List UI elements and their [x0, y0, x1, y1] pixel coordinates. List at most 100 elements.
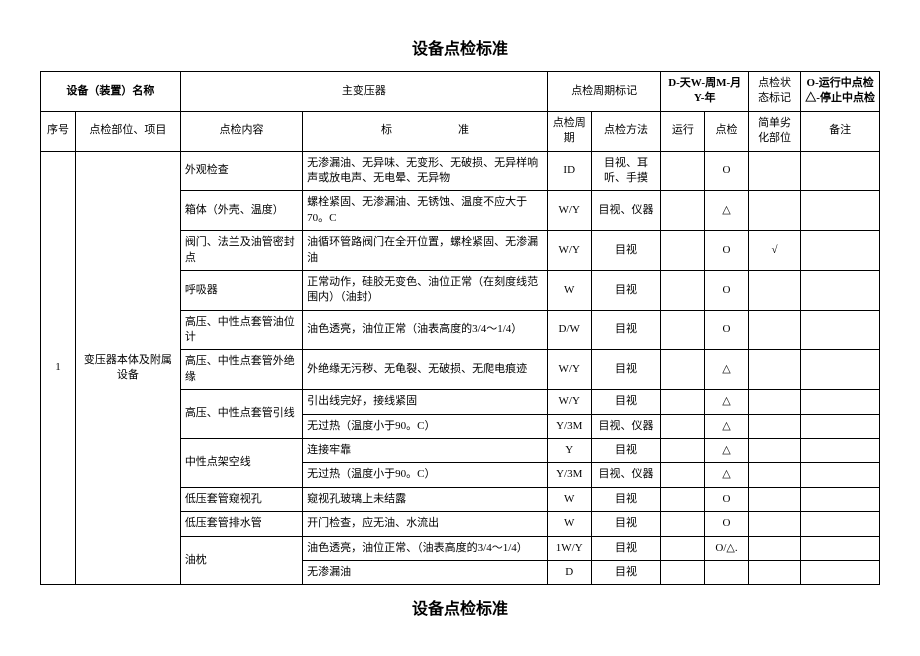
- hdr-device-name-value: 主变压器: [180, 72, 547, 112]
- cell-cycle: D: [547, 560, 591, 584]
- cell-cycle: W/Y: [547, 390, 591, 414]
- cell-remark: [801, 231, 880, 271]
- hdr-cycle-value: D-天W-周M-月Y-年: [661, 72, 748, 112]
- cell-run: [661, 191, 705, 231]
- col-cycle: 点检周期: [547, 111, 591, 151]
- cell-standard: 无渗漏油: [303, 560, 548, 584]
- cell-standard: 引出线完好，接线紧固: [303, 390, 548, 414]
- cell-run: [661, 390, 705, 414]
- cell-cycle: W: [547, 487, 591, 511]
- cell-remark: [801, 463, 880, 487]
- cell-standard: 无过热（温度小于90。C）: [303, 414, 548, 438]
- cell-content: 油枕: [180, 536, 302, 585]
- cell-run: [661, 310, 705, 350]
- cell-remark: [801, 191, 880, 231]
- cell-check: O: [705, 231, 749, 271]
- cell-standard: 连接牢靠: [303, 439, 548, 463]
- cell-check: △: [705, 390, 749, 414]
- cell-method: 目视: [591, 350, 661, 390]
- cell-method: 目视: [591, 487, 661, 511]
- cell-content: 高压、中性点套管引线: [180, 390, 302, 439]
- cell-standard: 螺栓紧固、无渗漏油、无锈蚀、温度不应大于70。C: [303, 191, 548, 231]
- cell-check: △: [705, 463, 749, 487]
- cell-part: 变压器本体及附属设备: [75, 151, 180, 585]
- footer-title: 设备点检标准: [40, 595, 880, 619]
- cell-run: [661, 439, 705, 463]
- cell-method: 目视: [591, 310, 661, 350]
- cell-method: 目视: [591, 231, 661, 271]
- col-check: 点检: [705, 111, 749, 151]
- cell-remark: [801, 536, 880, 560]
- cell-cycle: 1W/Y: [547, 536, 591, 560]
- cell-run: [661, 151, 705, 191]
- table-row: 1变压器本体及附属设备外观检查无渗漏油、无异味、无变形、无破损、无异样响声或放电…: [41, 151, 880, 191]
- cell-method: 目视: [591, 560, 661, 584]
- cell-check: O: [705, 512, 749, 536]
- cell-standard: 油色透亮，油位正常、（油表高度的3/4～1/4）: [303, 536, 548, 560]
- col-part: 点检部位、项目: [75, 111, 180, 151]
- cell-remark: [801, 512, 880, 536]
- cell-standard: 油色透亮，油位正常（油表高度的3/4～1/4）: [303, 310, 548, 350]
- col-method: 点检方法: [591, 111, 661, 151]
- cell-check: △: [705, 191, 749, 231]
- cell-run: [661, 487, 705, 511]
- cell-content: 箱体（外壳、温度）: [180, 191, 302, 231]
- cell-standard: 油循环管路阀门在全开位置，螺栓紧固、无渗漏油: [303, 231, 548, 271]
- cell-run: [661, 536, 705, 560]
- hdr-cycle-label: 点检周期标记: [547, 72, 661, 112]
- cell-content: 中性点架空线: [180, 439, 302, 488]
- cell-content: 低压套管窥视孔: [180, 487, 302, 511]
- cell-simple: [748, 512, 800, 536]
- col-standard: 标 准: [303, 111, 548, 151]
- cell-standard: 无渗漏油、无异味、无变形、无破损、无异样响声或放电声、无电晕、无异物: [303, 151, 548, 191]
- cell-simple: [748, 390, 800, 414]
- cell-run: [661, 414, 705, 438]
- cell-cycle: Y/3M: [547, 414, 591, 438]
- cell-check: △: [705, 439, 749, 463]
- cell-seq: 1: [41, 151, 76, 585]
- cell-simple: [748, 151, 800, 191]
- cell-content: 高压、中性点套管油位计: [180, 310, 302, 350]
- cell-run: [661, 350, 705, 390]
- cell-simple: [748, 487, 800, 511]
- cell-remark: [801, 151, 880, 191]
- cell-content: 呼吸器: [180, 270, 302, 310]
- cell-cycle: D/W: [547, 310, 591, 350]
- cell-content: 阀门、法兰及油管密封点: [180, 231, 302, 271]
- cell-simple: [748, 310, 800, 350]
- cell-method: 目视、耳听、手摸: [591, 151, 661, 191]
- cell-remark: [801, 414, 880, 438]
- cell-cycle: W: [547, 270, 591, 310]
- cell-cycle: W/Y: [547, 231, 591, 271]
- cell-remark: [801, 270, 880, 310]
- cell-simple: [748, 270, 800, 310]
- cell-simple: [748, 560, 800, 584]
- cell-check: △: [705, 414, 749, 438]
- cell-standard: 开门检查，应无油、水流出: [303, 512, 548, 536]
- hdr-status-label: 点检状态标记: [748, 72, 800, 112]
- col-simple: 简单劣化部位: [748, 111, 800, 151]
- cell-method: 目视: [591, 536, 661, 560]
- hdr-device-name-label: 设备（装置）名称: [41, 72, 181, 112]
- cell-run: [661, 270, 705, 310]
- cell-content: 高压、中性点套管外绝缘: [180, 350, 302, 390]
- cell-cycle: Y: [547, 439, 591, 463]
- cell-remark: [801, 439, 880, 463]
- cell-run: [661, 560, 705, 584]
- cell-run: [661, 231, 705, 271]
- cell-simple: [748, 350, 800, 390]
- cell-simple: [748, 439, 800, 463]
- cell-simple: [748, 414, 800, 438]
- cell-cycle: Y/3M: [547, 463, 591, 487]
- cell-method: 目视: [591, 390, 661, 414]
- cell-check: O: [705, 151, 749, 191]
- cell-check: △: [705, 350, 749, 390]
- cell-content: 外观检查: [180, 151, 302, 191]
- cell-cycle: W/Y: [547, 350, 591, 390]
- hdr-status-value: O-运行中点检 △-停止中点检: [801, 72, 880, 112]
- cell-standard: 无过热（温度小于90。C）: [303, 463, 548, 487]
- cell-remark: [801, 390, 880, 414]
- cell-check: O: [705, 310, 749, 350]
- cell-cycle: W: [547, 512, 591, 536]
- cell-remark: [801, 350, 880, 390]
